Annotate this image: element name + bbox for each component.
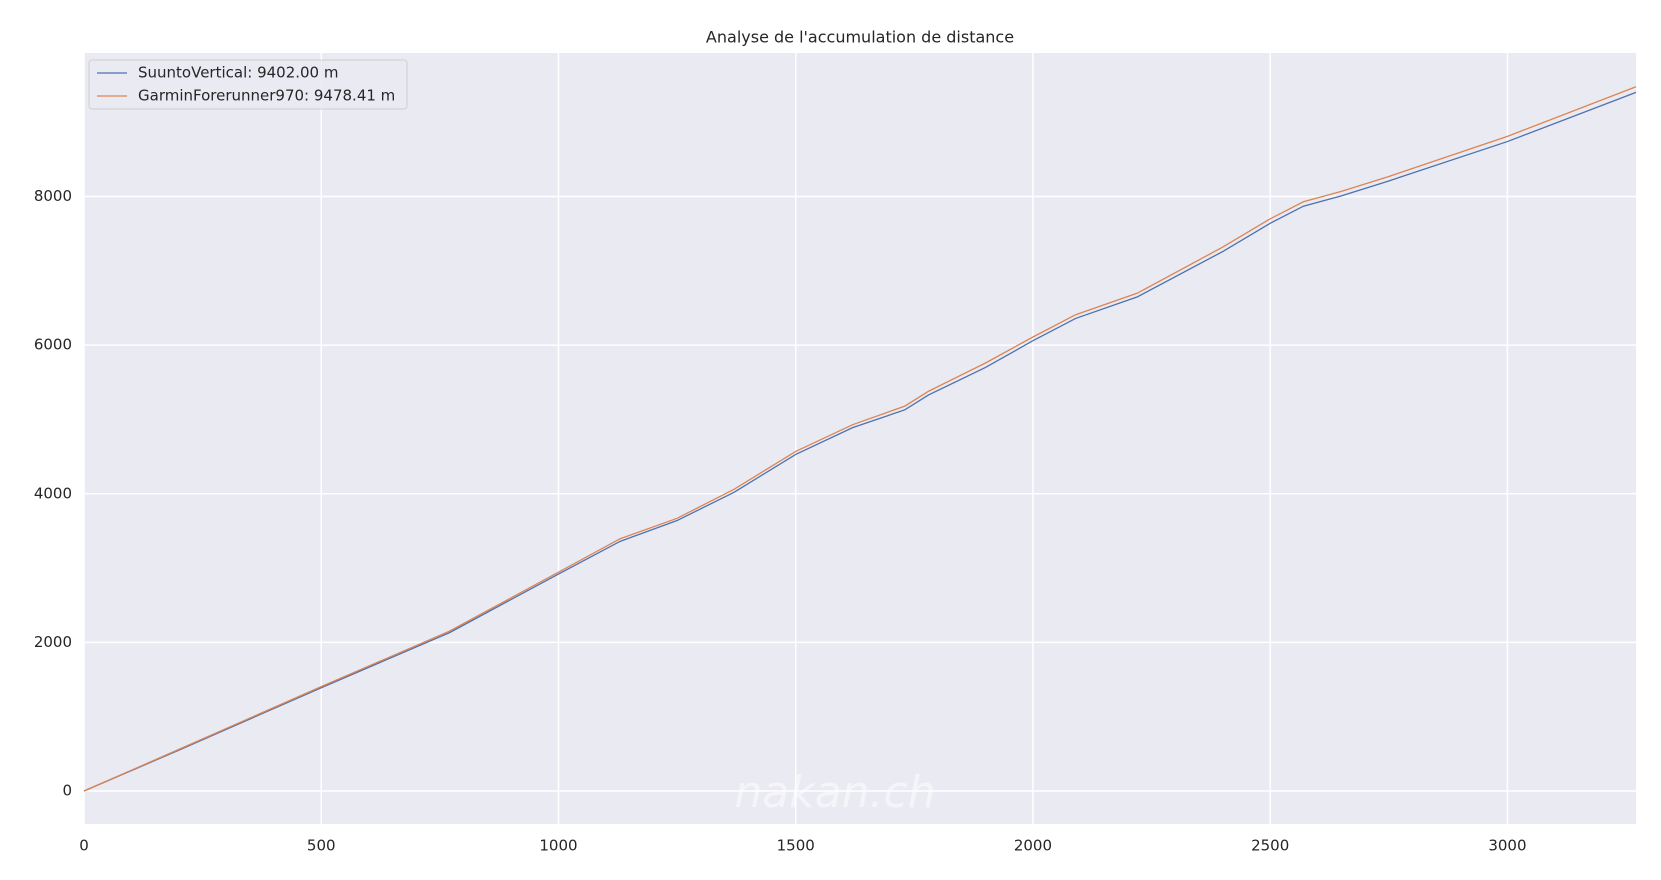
legend-box bbox=[88, 59, 408, 110]
legend-label: SuuntoVertical: 9402.00 m bbox=[138, 64, 338, 82]
data-line bbox=[83, 86, 1637, 792]
x-tick-label: 2000 bbox=[1014, 837, 1052, 855]
grid bbox=[83, 53, 1636, 824]
y-tick-label: 4000 bbox=[34, 484, 72, 502]
legend-label: GarminForerunner970: 9478.41 m bbox=[138, 87, 395, 105]
chart-title: Analyse de l'accumulation de distance bbox=[706, 28, 1014, 47]
legend: SuuntoVertical: 9402.00 m GarminForerunne… bbox=[88, 59, 408, 110]
plot-area bbox=[84, 53, 1636, 824]
x-tick-label: 2500 bbox=[1251, 837, 1289, 855]
x-tick-label: 0 bbox=[79, 837, 89, 855]
x-tick-label: 1000 bbox=[539, 837, 577, 855]
y-tick-label: 2000 bbox=[34, 633, 72, 651]
x-tick-label: 3000 bbox=[1488, 837, 1526, 855]
y-tick-label: 6000 bbox=[34, 336, 72, 354]
y-tick-label: 0 bbox=[62, 782, 72, 800]
watermark: nakan.ch bbox=[734, 767, 935, 818]
data-line bbox=[83, 91, 1637, 792]
x-tick-label: 500 bbox=[307, 837, 336, 855]
y-tick-label: 8000 bbox=[34, 187, 72, 205]
x-tick-label: 1500 bbox=[777, 837, 815, 855]
